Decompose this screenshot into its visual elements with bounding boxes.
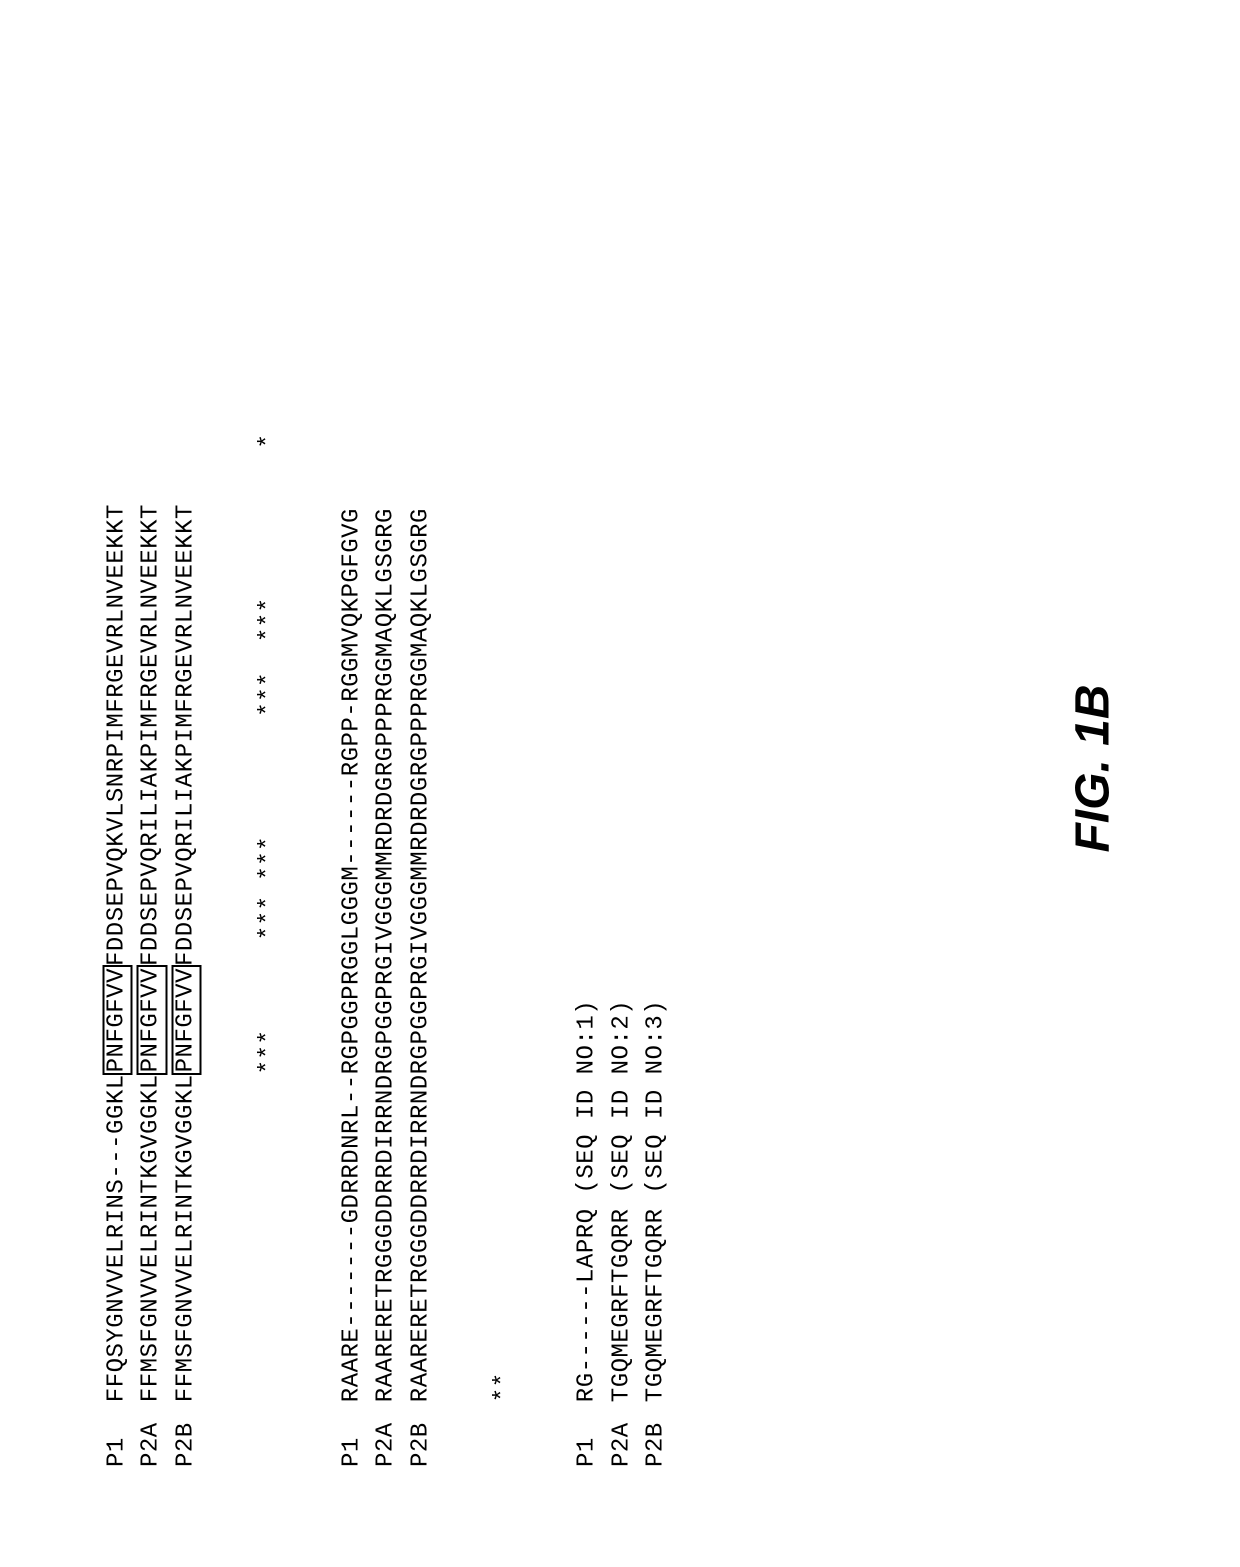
- alignment-row: P2BFFMSFGNVVELRINTKGVGGKLPNFGFVVFDDSEPVQ…: [170, 70, 205, 1467]
- marker-text: *** *** *** *** *** *: [255, 434, 282, 1403]
- seq-post: FDDSEPVQRILIAKPIMFRGEVRLNVEEKKT: [173, 504, 200, 966]
- alignment-block-3: P1RG------LAPRQ (SEQ ID NO:1) P2ATGQMEGR…: [570, 70, 674, 1467]
- alignment-block-2: P1RAARE-------GDRRDNRL--RGPGGPRGGLGGGM--…: [335, 70, 439, 1467]
- seq-label: P2A: [370, 1402, 405, 1467]
- alignment-row: P2BRAARERETRGGGDDRRDIRRNDRGPGGPRGIVGGGMM…: [405, 70, 440, 1467]
- alignment-row: P2ATGQMEGRFTGQRR (SEQ ID NO:2): [605, 70, 640, 1467]
- seq-pre: FFMSFGNVVELRINTKGVGGKL: [173, 1074, 200, 1402]
- alignment-row: P2BTGQMEGRFTGQRR (SEQ ID NO:3): [640, 70, 675, 1467]
- page-content: P1FFQSYGNVVELRINS---GGKLPNFGFVVFDDSEPVQK…: [0, 0, 1240, 1567]
- seq-text: RAARE-------GDRRDNRL--RGPGGPRGGLGGGM----…: [338, 508, 365, 1402]
- alignment-row: P1RG------LAPRQ (SEQ ID NO:1): [570, 70, 605, 1467]
- seq-text: TGQMEGRFTGQRR (SEQ ID NO:2): [608, 1000, 635, 1402]
- alignment-row: P1FFQSYGNVVELRINS---GGKLPNFGFVVFDDSEPVQK…: [100, 70, 135, 1467]
- seq-label: P1: [570, 1402, 605, 1467]
- seq-text: TGQMEGRFTGQRR (SEQ ID NO:3): [643, 1000, 670, 1402]
- seq-text: RG------LAPRQ (SEQ ID NO:1): [573, 1000, 600, 1402]
- seq-text: RAARERETRGGGDDRRDIRRNDRGPGGPRGIVGGGMMRDR…: [408, 508, 435, 1402]
- alignment-row: P1RAARE-------GDRRDNRL--RGPGGPRGGLGGGM--…: [335, 70, 370, 1467]
- consensus-markers-2: **: [488, 70, 523, 1467]
- page-rotated-container: P1FFQSYGNVVELRINS---GGKLPNFGFVVFDDSEPVQK…: [0, 164, 1240, 1404]
- seq-pre: FFMSFGNVVELRINTKGVGGKL: [138, 1074, 165, 1402]
- marker-row: **: [488, 70, 523, 1467]
- alignment-block-1: P1FFQSYGNVVELRINS---GGKLPNFGFVVFDDSEPVQK…: [100, 70, 204, 1467]
- seq-pre: FFQSYGNVVELRINS---GGKL: [103, 1074, 130, 1402]
- seq-label: P2A: [135, 1402, 170, 1467]
- alignment-row: P2ARAARERETRGGGDDRRDIRRNDRGPGGPRGIVGGGMM…: [370, 70, 405, 1467]
- seq-text: RAARERETRGGGDDRRDIRRNDRGPGGPRGIVGGGMMRDR…: [373, 508, 400, 1402]
- consensus-markers-1: *** *** *** *** *** *: [252, 70, 287, 1467]
- boxed-motif: PNFGFVV: [172, 965, 202, 1075]
- seq-label: P2A: [605, 1402, 640, 1467]
- boxed-motif: PNFGFVV: [137, 965, 167, 1075]
- boxed-motif: PNFGFVV: [102, 965, 132, 1075]
- seq-label: P2B: [405, 1402, 440, 1467]
- seq-label: P2B: [170, 1402, 205, 1467]
- figure-label: FIG. 1B: [1065, 70, 1160, 1467]
- seq-label: P2B: [640, 1402, 675, 1467]
- marker-row: *** *** *** *** *** *: [252, 70, 287, 1467]
- seq-post: FDDSEPVQKVLSNRPIMFRGEVRLNVEEKKT: [103, 504, 130, 966]
- seq-post: FDDSEPVQRILIAKPIMFRGEVRLNVEEKKT: [138, 504, 165, 966]
- marker-text: **: [491, 1372, 518, 1402]
- alignment-row: P2AFFMSFGNVVELRINTKGVGGKLPNFGFVVFDDSEPVQ…: [135, 70, 170, 1467]
- seq-label: P1: [335, 1402, 370, 1467]
- seq-label: P1: [100, 1402, 135, 1467]
